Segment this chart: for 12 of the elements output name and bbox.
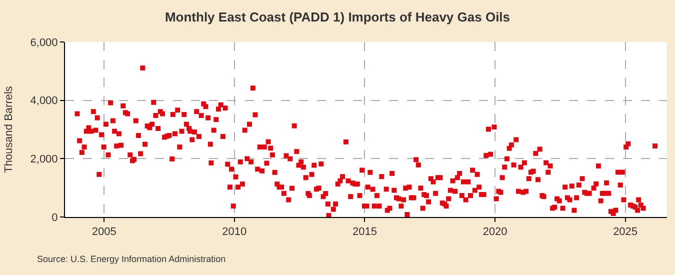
x-tick-label: 2015: [352, 226, 377, 238]
y-tick-label: 4,000: [30, 95, 58, 108]
chart-title: Monthly East Coast (PADD 1) Imports of Heavy Gas Oils: [164, 9, 510, 24]
y-axis-title: Thousand Barrels: [2, 86, 15, 173]
x-tick-label: 2025: [613, 226, 638, 238]
x-tick-label: 2005: [92, 226, 116, 238]
source-note: Source: U.S. Energy Information Administration: [37, 254, 226, 264]
x-tick-label: 2020: [482, 226, 508, 238]
y-tick-label: 0: [52, 212, 58, 224]
x-tick-label: 2010: [222, 226, 247, 238]
y-tick-label: 2,000: [30, 154, 58, 166]
y-tick-label: 6,000: [30, 36, 58, 49]
